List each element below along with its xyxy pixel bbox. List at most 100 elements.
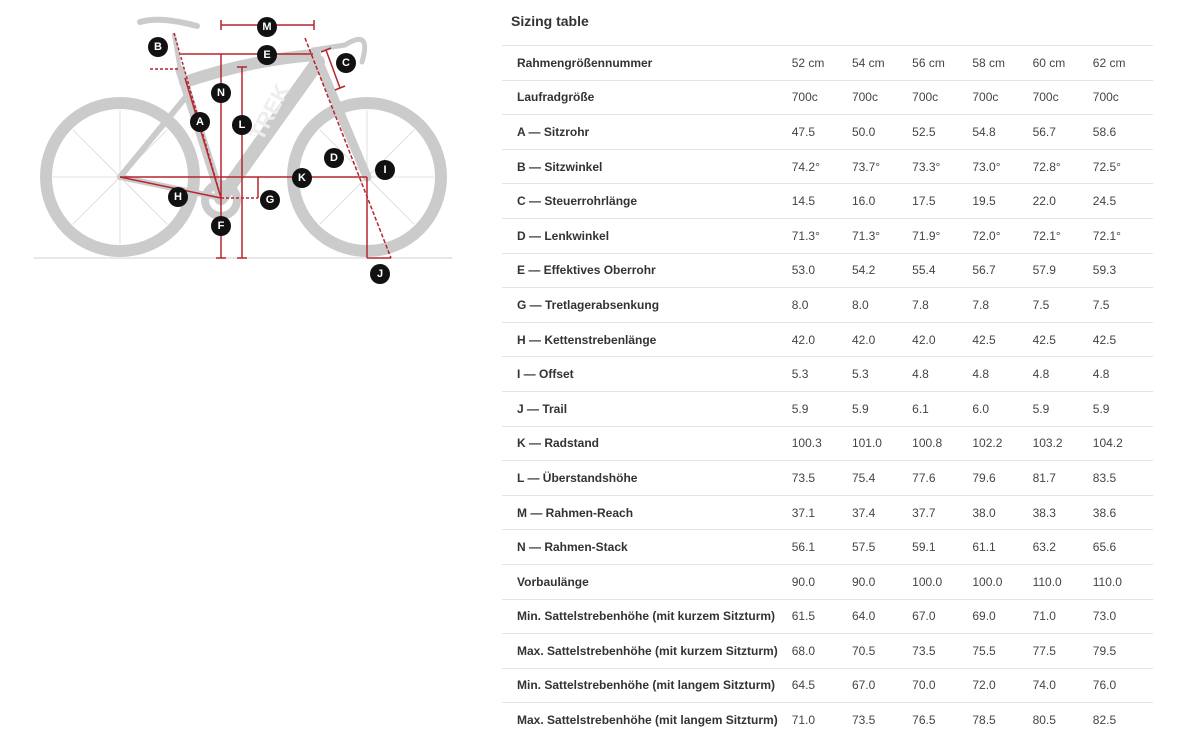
cell-value: 71.0 <box>1032 598 1093 634</box>
cell-value: 700c <box>791 79 852 115</box>
cell-value: 38.6 <box>1092 494 1153 530</box>
cell-value: 5.9 <box>851 390 913 427</box>
svg-text:C: C <box>342 57 350 69</box>
cell-value: 100.0 <box>972 563 1033 599</box>
label-k-badge: K <box>292 168 312 188</box>
svg-text:G: G <box>266 194 275 206</box>
cell-value: 104.2 <box>1092 425 1153 461</box>
cell-value: 54.8 <box>972 114 1033 150</box>
cell-value: 67.0 <box>851 667 913 703</box>
svg-text:K: K <box>298 172 306 184</box>
svg-text:I: I <box>383 164 386 176</box>
bike-geometry-diagram: TREK M E B C N L A D I K H G F J <box>33 16 453 284</box>
cell-value: 73.3° <box>912 148 973 184</box>
cell-value: 73.5 <box>851 702 913 737</box>
cell-value: 4.8 <box>1032 356 1093 392</box>
table-row: N — Rahmen-Stack 56.1 57.5 59.1 61.1 63.2 65.6 <box>502 529 1153 565</box>
cell-value: 56 cm <box>912 45 973 81</box>
measurement-labels: M E B C N L A D I K H G F J <box>148 17 395 284</box>
cell-value: 54.2 <box>851 252 913 288</box>
cell-value: 700c <box>912 79 973 115</box>
label-f-badge: F <box>211 216 231 236</box>
cell-value: 73.0° <box>972 148 1033 184</box>
cell-value: 24.5 <box>1092 183 1153 219</box>
cell-value: 5.9 <box>791 390 852 427</box>
cell-value: 61.1 <box>972 529 1033 565</box>
cell-value: 70.0 <box>912 667 973 703</box>
svg-text:A: A <box>196 116 204 128</box>
cell-value: 42.0 <box>791 321 852 357</box>
cell-value: 4.8 <box>972 356 1033 392</box>
cell-value: 37.1 <box>791 494 852 530</box>
cell-value: 81.7 <box>1032 460 1093 496</box>
cell-value: 54 cm <box>851 45 913 81</box>
cell-value: 62 cm <box>1092 45 1153 81</box>
cell-value: 76.5 <box>912 702 973 737</box>
cell-value: 7.5 <box>1092 287 1153 323</box>
table-row: Vorbaulänge 90.0 90.0 100.0 100.0 110.0 110.0 <box>502 563 1153 599</box>
row-label: Rahmengrößennummer <box>502 45 792 81</box>
cell-value: 79.6 <box>972 460 1033 496</box>
cell-value: 8.0 <box>791 287 852 323</box>
cell-value: 53.0 <box>791 252 852 288</box>
row-label: Max. Sattelstrebenhöhe (mit kurzem Sitzt… <box>502 633 792 669</box>
label-b-badge: B <box>148 37 168 57</box>
cell-value: 7.8 <box>912 287 973 323</box>
cell-value: 59.3 <box>1092 252 1153 288</box>
cell-value: 78.5 <box>972 702 1033 737</box>
cell-value: 16.0 <box>851 183 913 219</box>
label-h-badge: H <box>168 187 188 207</box>
table-row: L — Überstandshöhe 73.5 75.4 77.6 79.6 81.7 83… <box>502 460 1153 496</box>
cell-value: 75.4 <box>851 460 913 496</box>
cell-value: 700c <box>1032 79 1093 115</box>
cell-value: 42.0 <box>851 321 913 357</box>
cell-value: 55.4 <box>912 252 973 288</box>
cell-value: 5.3 <box>851 356 913 392</box>
cell-value: 73.7° <box>851 148 913 184</box>
cell-value: 73.0 <box>1092 598 1153 634</box>
cell-value: 76.0 <box>1092 667 1153 703</box>
sizing-table: Rahmengrößennummer 52 cm 54 cm 56 cm 58 cm 60… <box>502 45 1153 737</box>
cell-value: 42.5 <box>1092 321 1153 357</box>
svg-text:H: H <box>174 191 182 203</box>
table-row: I — Offset 5.3 5.3 4.8 4.8 4.8 4.8 <box>502 356 1153 392</box>
cell-value: 77.6 <box>912 460 973 496</box>
cell-value: 42.5 <box>1032 321 1093 357</box>
table-row: G — Tretlagerabsenkung 8.0 8.0 7.8 7.8 7.5 7.5 <box>502 287 1153 323</box>
cell-value: 4.8 <box>912 356 973 392</box>
cell-value: 58 cm <box>972 45 1033 81</box>
cell-value: 7.5 <box>1032 287 1093 323</box>
cell-value: 57.5 <box>851 529 913 565</box>
cell-value: 64.5 <box>791 667 852 703</box>
cell-value: 83.5 <box>1092 460 1153 496</box>
table-row: E — Effektives Oberrohr 53.0 54.2 55.4 56.7 5… <box>502 252 1153 288</box>
cell-value: 7.8 <box>972 287 1033 323</box>
table-row: J — Trail 5.9 5.9 6.1 6.0 5.9 5.9 <box>502 390 1153 427</box>
cell-value: 90.0 <box>791 563 852 599</box>
cell-value: 73.5 <box>791 460 852 496</box>
row-label: K — Radstand <box>502 425 792 461</box>
cell-value: 56.7 <box>972 252 1033 288</box>
cell-value: 80.5 <box>1032 702 1093 737</box>
table-row: B — Sitzwinkel 74.2° 73.7° 73.3° 73.0° 72.8° 7… <box>502 148 1153 184</box>
row-label: Min. Sattelstrebenhöhe (mit langem Sitzt… <box>502 667 792 703</box>
table-row: Min. Sattelstrebenhöhe (mit langem Sitzt… <box>502 667 1153 703</box>
cell-value: 71.9° <box>912 217 973 254</box>
row-label: D — Lenkwinkel <box>502 217 792 254</box>
label-j-badge: J <box>370 264 390 284</box>
cell-value: 52.5 <box>912 114 973 150</box>
row-label: G — Tretlagerabsenkung <box>502 287 792 323</box>
cell-value: 700c <box>1092 79 1153 115</box>
cell-value: 77.5 <box>1032 633 1093 669</box>
label-c-badge: C <box>336 53 356 73</box>
cell-value: 64.0 <box>851 598 913 634</box>
cell-value: 14.5 <box>791 183 852 219</box>
cell-value: 63.2 <box>1032 529 1093 565</box>
cell-value: 72.1° <box>1032 217 1093 254</box>
table-row: D — Lenkwinkel 71.3° 71.3° 71.9° 72.0° 72.1° 7… <box>502 217 1153 254</box>
cell-value: 82.5 <box>1092 702 1153 737</box>
row-label: J — Trail <box>502 390 792 427</box>
row-label: H — Kettenstrebenlänge <box>502 321 792 357</box>
cell-value: 70.5 <box>851 633 913 669</box>
label-n-badge: N <box>211 83 231 103</box>
